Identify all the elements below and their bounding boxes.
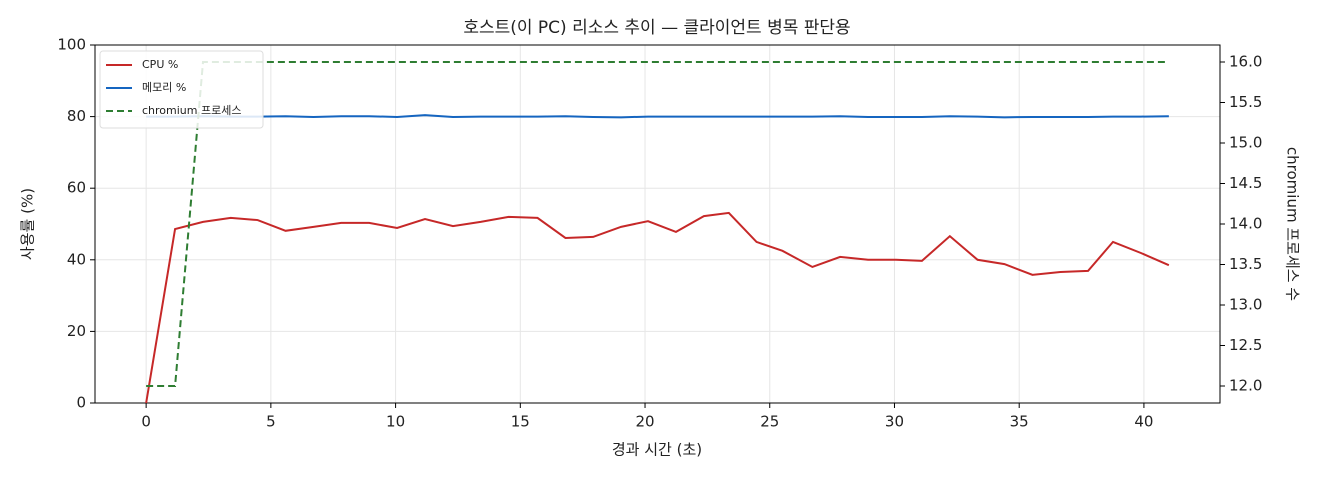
x-tick-label: 40 (1134, 413, 1153, 431)
plot-frame (94, 44, 1221, 404)
legend-label: 메모리 % (142, 81, 186, 94)
legend-label: chromium 프로세스 (142, 104, 241, 117)
legend-label: CPU % (142, 58, 178, 71)
x-tick-label: 30 (885, 413, 904, 431)
x-tick-label: 10 (386, 413, 405, 431)
x-tick-label: 15 (511, 413, 530, 431)
y2-tick-label: 12.0 (1229, 376, 1262, 394)
y2-tick-label: 13.0 (1229, 295, 1262, 313)
y-tick-label: 40 (67, 250, 86, 268)
y-tick-label: 60 (67, 179, 86, 197)
x-tick-label: 5 (266, 413, 276, 431)
y2-tick-label: 16.0 (1229, 53, 1262, 71)
series-line (145, 211, 1170, 404)
chart-title: 호스트(이 PC) 리소스 추이 — 클라이언트 병목 판단용 (463, 18, 850, 38)
x-tick-label: 35 (1010, 413, 1029, 431)
y2-tick-label: 13.5 (1229, 255, 1262, 273)
x-axis-label: 경과 시간 (초) (612, 441, 702, 459)
y2-axis-label: chromium 프로세스 수 (1284, 147, 1302, 301)
x-tick-label: 20 (635, 413, 654, 431)
series-line (146, 114, 1169, 119)
y2-tick-label: 12.5 (1229, 336, 1262, 354)
y-tick-label: 20 (67, 322, 86, 340)
y-tick-label: 100 (57, 36, 86, 54)
y2-tick-label: 14.0 (1229, 215, 1262, 233)
x-tick-label: 0 (141, 413, 151, 431)
y2-tick-label: 14.5 (1229, 174, 1262, 192)
x-tick-label: 25 (760, 413, 779, 431)
y-axis-label: 사용률 (%) (19, 188, 37, 260)
y-tick-label: 80 (67, 107, 86, 125)
legend-box (99, 50, 264, 129)
y-tick-label: 0 (76, 394, 86, 412)
y2-tick-label: 15.0 (1229, 134, 1262, 152)
y2-tick-label: 15.5 (1229, 93, 1262, 111)
